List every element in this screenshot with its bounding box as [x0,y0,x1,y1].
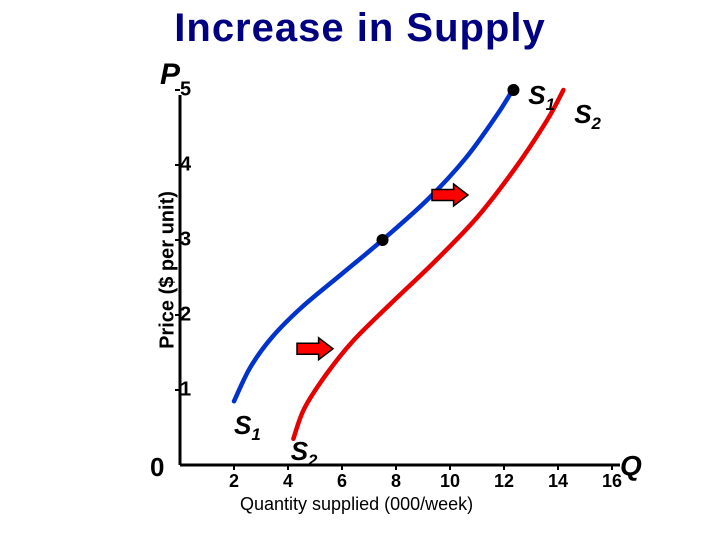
s1-curve [234,86,515,401]
x-tick-label: 12 [494,471,514,492]
s2-top-label: S2 [574,99,601,134]
x-tick-label: 2 [229,471,239,492]
s2-curve [293,90,563,439]
p-axis-label: P [160,58,180,92]
x-tick-label: 6 [337,471,347,492]
s2-bottom-label: S2 [291,436,318,471]
q-axis-label: Q [620,450,642,482]
origin-label: 0 [150,452,164,483]
x-axis-title: Quantity supplied (000/week) [240,494,473,515]
supply-chart: Price ($ per unit) P Q 0 12345 246810121… [120,70,640,500]
s1-bottom-label: S1 [234,410,261,445]
y-axis-title: Price ($ per unit) [157,191,180,349]
x-tick-label: 8 [391,471,401,492]
x-tick-label: 10 [440,471,460,492]
shift-arrow-icon [297,338,333,360]
x-tick-label: 4 [283,471,293,492]
x-tick-label: 14 [548,471,568,492]
page-title: Increase in Supply [0,6,720,51]
x-tick-label: 16 [602,471,622,492]
equilibrium-marker-1 [377,234,389,246]
s1-top-label: S1 [528,80,555,115]
equilibrium-marker-2 [507,84,519,96]
